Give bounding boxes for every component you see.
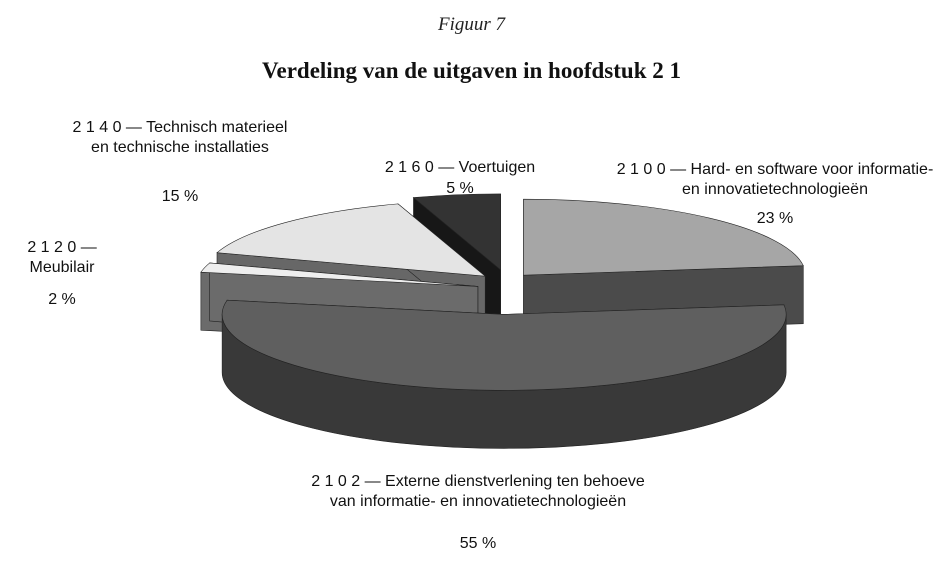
figure-label: Figuur 7 [437,14,506,35]
value-label: 15 % [161,188,199,205]
value-label: 5 % [446,180,474,197]
slice [221,299,787,391]
slice [523,198,804,276]
slice [412,193,501,271]
slice [216,203,487,277]
slice-label: 2 1 2 0 — Meubilair [27,239,97,276]
slice-label: 2 1 0 0 — Hard- en software voor informa… [616,161,934,198]
value-label: 23 % [756,210,794,227]
value-label: 55 % [459,535,497,552]
slice [200,262,478,287]
slice-label: 2 1 0 2 — Externe dienstverlening ten be… [311,473,645,510]
slice-label: 2 1 6 0 — Voertuigen [384,159,536,176]
chart-title: Verdeling van de uitgaven in hoofdstuk 2… [262,58,681,83]
value-label: 2 % [48,291,76,308]
slice-label: 2 1 4 0 — Technisch materieel en technis… [72,119,288,156]
